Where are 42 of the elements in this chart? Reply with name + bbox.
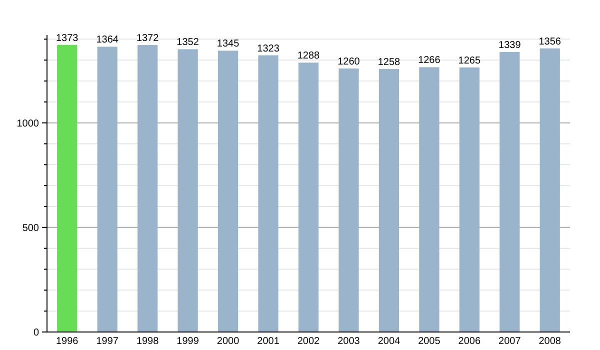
data-label: 1352 — [176, 37, 200, 48]
x-tick-label: 2004 — [378, 336, 401, 347]
x-tick-label: 2001 — [257, 336, 280, 347]
y-tick-label: 0 — [33, 328, 40, 338]
data-label: 1373 — [56, 32, 79, 44]
x-tick-label: 2000 — [216, 336, 240, 347]
x-tick-label: 2005 — [418, 336, 441, 347]
x-tick-label: 2006 — [458, 336, 481, 347]
data-label: 1345 — [216, 38, 240, 50]
bar — [378, 68, 400, 332]
data-label: 1339 — [498, 40, 522, 51]
bar — [218, 50, 238, 332]
x-tick-label: 2003 — [338, 336, 360, 347]
x-tick-label: 1999 — [176, 336, 200, 347]
data-label: 1323 — [257, 43, 280, 54]
data-label: 1364 — [96, 34, 119, 46]
bar — [540, 48, 560, 332]
y-tick-label: 1000 — [16, 118, 40, 130]
bar — [97, 46, 118, 332]
x-tick-label: 1998 — [136, 336, 160, 347]
data-label: 1266 — [418, 55, 441, 66]
x-tick-label: 1996 — [56, 336, 79, 347]
bar — [459, 67, 480, 332]
bar — [57, 44, 78, 332]
x-tick-label: 2007 — [498, 336, 522, 347]
bar — [178, 49, 198, 332]
x-tick-label: 2008 — [538, 336, 562, 347]
data-label: 1260 — [338, 56, 360, 68]
x-tick-label: 1997 — [96, 336, 119, 347]
bar — [419, 67, 440, 332]
bar — [338, 68, 359, 332]
data-label: 1258 — [378, 56, 401, 68]
bar — [298, 62, 319, 332]
data-label: 1372 — [136, 33, 160, 44]
data-label: 1265 — [458, 55, 481, 66]
bar — [138, 45, 158, 332]
x-tick-label: 2002 — [297, 336, 320, 347]
bar — [500, 52, 520, 332]
data-label: 1356 — [538, 36, 562, 48]
bar — [258, 55, 278, 332]
data-label: 1288 — [297, 50, 320, 62]
y-tick-label: 500 — [22, 222, 40, 234]
